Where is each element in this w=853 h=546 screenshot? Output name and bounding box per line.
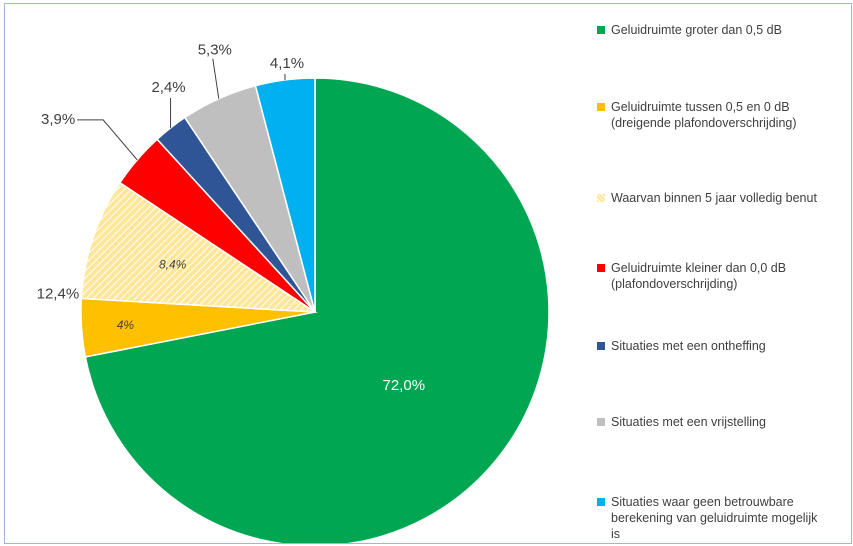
pie-slice-0 bbox=[84, 77, 550, 543]
legend-item-5: Situaties met een vrijstelling bbox=[597, 414, 851, 430]
legend-label: Geluidruimte kleiner dan 0,0 dB (plafond… bbox=[611, 261, 787, 291]
legend-swatch bbox=[597, 194, 605, 202]
leader-line-5 bbox=[212, 58, 220, 99]
pie-slice-2 bbox=[80, 181, 318, 313]
pie-slice-6 bbox=[254, 77, 316, 313]
data-label-4: 2,4% bbox=[151, 79, 185, 96]
legend-label: Waarvan binnen 5 jaar volledig benut bbox=[611, 191, 817, 205]
data-label-group: 12,4% bbox=[37, 286, 80, 303]
legend-item-4: Situaties met een ontheffing bbox=[597, 338, 851, 354]
legend-label: Situaties met een vrijstelling bbox=[611, 415, 766, 429]
legend-swatch bbox=[597, 498, 605, 506]
data-label-5: 5,3% bbox=[198, 42, 232, 59]
data-label-1: 4% bbox=[117, 318, 135, 332]
data-label-2: 8,4% bbox=[159, 258, 187, 272]
legend-label: Situaties waar geen betrouwbare berekeni… bbox=[611, 495, 818, 541]
legend-label: Geluidruimte groter dan 0,5 dB bbox=[611, 23, 782, 37]
legend-item-3: Geluidruimte kleiner dan 0,0 dB (plafond… bbox=[597, 260, 851, 292]
legend-swatch bbox=[597, 103, 605, 111]
legend-item-1: Geluidruimte tussen 0,5 en 0 dB (dreigen… bbox=[597, 99, 851, 131]
data-label-0: 72,0% bbox=[383, 377, 426, 394]
legend-swatch bbox=[597, 264, 605, 272]
legend-swatch bbox=[597, 418, 605, 426]
data-label-6: 4,1% bbox=[270, 55, 304, 72]
legend-item-6: Situaties waar geen betrouwbare berekeni… bbox=[597, 494, 851, 542]
legend-label: Situaties met een ontheffing bbox=[611, 339, 766, 353]
data-label-3: 3,9% bbox=[41, 111, 75, 128]
legend-swatch bbox=[597, 342, 605, 350]
legend-item-2: Waarvan binnen 5 jaar volledig benut bbox=[597, 190, 851, 206]
legend-swatch bbox=[597, 26, 605, 34]
pie-chart: 72,0% 4% 8,4% 3,9% 2,4% 5,3% 4,1% 12,4% bbox=[37, 42, 550, 543]
legend-label: Geluidruimte tussen 0,5 en 0 dB (dreigen… bbox=[611, 100, 797, 130]
legend-item-0: Geluidruimte groter dan 0,5 dB bbox=[597, 22, 851, 38]
chart-frame: 72,0% 4% 8,4% 3,9% 2,4% 5,3% 4,1% 12,4% Geluidr… bbox=[4, 3, 852, 544]
leader-line-3 bbox=[77, 119, 138, 161]
